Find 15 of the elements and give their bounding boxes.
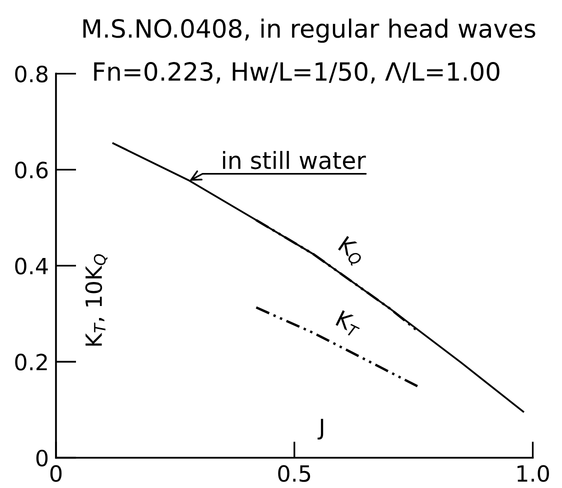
text: K$_{Q}$ xyxy=(334,236,368,268)
y-tick-label: 0 xyxy=(36,450,48,467)
x-axis-title: J xyxy=(318,418,324,440)
x-tick-label: 0 xyxy=(50,465,62,482)
x-tick-label: 0.5 xyxy=(278,465,310,482)
y-tick-label: 0.6 xyxy=(15,162,48,178)
y-axis-title: K$_{T}$, 10K$_{Q}$ xyxy=(85,254,108,346)
x-tick-label: 1.0 xyxy=(518,465,549,482)
y-tick-label: 0.8 xyxy=(15,66,48,82)
y-tick-label: 0.2 xyxy=(15,354,47,370)
chart-subtitle: Fn=0.223, Hw/L=1/50, Λ/L=1.00 xyxy=(94,62,500,84)
annotation: in still water xyxy=(223,150,366,170)
chart-title: M.S.NO.0408, in regular head waves xyxy=(83,18,536,43)
y-tick-label: 0.4 xyxy=(15,258,48,274)
text: K$_{T}$ xyxy=(334,310,364,338)
